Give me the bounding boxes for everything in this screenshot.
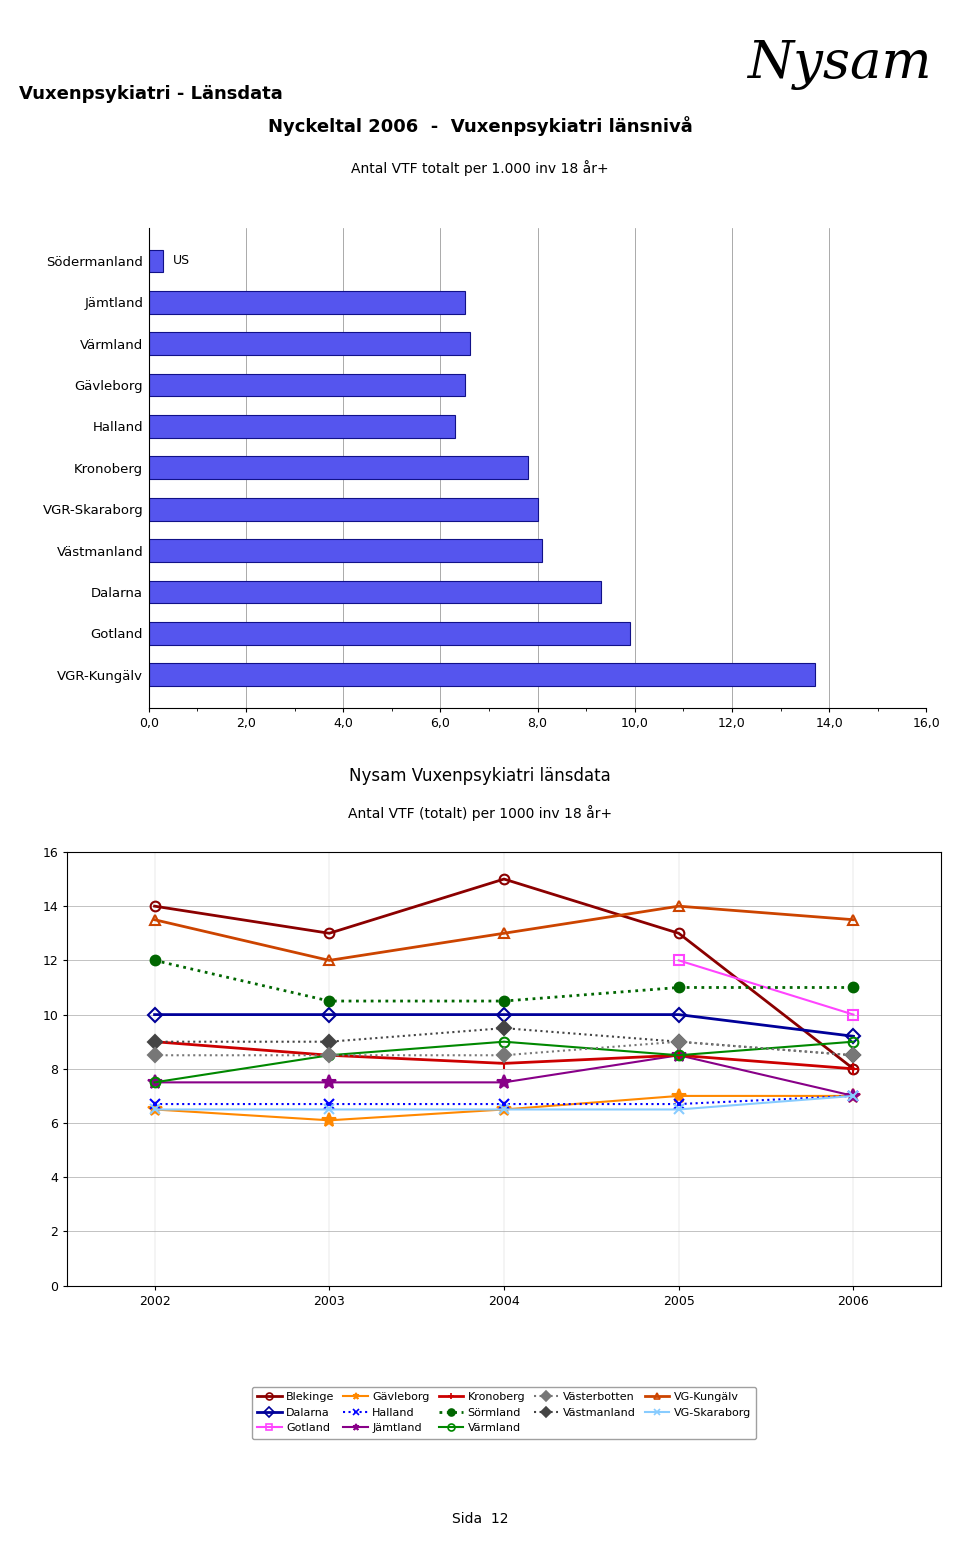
Text: Nysam: Nysam bbox=[747, 39, 931, 90]
Bar bbox=[149, 497, 538, 520]
Legend: Blekinge, Dalarna, Gotland, Gävleborg, Halland, Jämtland, Kronoberg, Sörmland, V: Blekinge, Dalarna, Gotland, Gävleborg, H… bbox=[252, 1386, 756, 1439]
Bar bbox=[149, 373, 465, 397]
Bar bbox=[149, 539, 542, 562]
Bar bbox=[149, 249, 163, 273]
Bar bbox=[149, 623, 630, 644]
Text: Sida  12: Sida 12 bbox=[452, 1512, 508, 1526]
Text: US: US bbox=[173, 254, 190, 268]
Text: Nysam Vuxenpsykiatri länsdata: Nysam Vuxenpsykiatri länsdata bbox=[349, 767, 611, 785]
Bar bbox=[149, 663, 815, 686]
Text: Nyckeltal 2006  -  Vuxenpsykiatri länsnivå: Nyckeltal 2006 - Vuxenpsykiatri länsnivå bbox=[268, 116, 692, 136]
Bar bbox=[149, 581, 601, 603]
Bar bbox=[149, 457, 528, 479]
Bar bbox=[149, 415, 455, 438]
Bar bbox=[149, 333, 469, 355]
Text: Antal VTF (totalt) per 1000 inv 18 år+: Antal VTF (totalt) per 1000 inv 18 år+ bbox=[348, 805, 612, 821]
Text: Vuxenpsykiatri - Länsdata: Vuxenpsykiatri - Länsdata bbox=[19, 85, 283, 104]
Bar bbox=[149, 291, 465, 313]
Text: Antal VTF totalt per 1.000 inv 18 år+: Antal VTF totalt per 1.000 inv 18 år+ bbox=[351, 160, 609, 175]
